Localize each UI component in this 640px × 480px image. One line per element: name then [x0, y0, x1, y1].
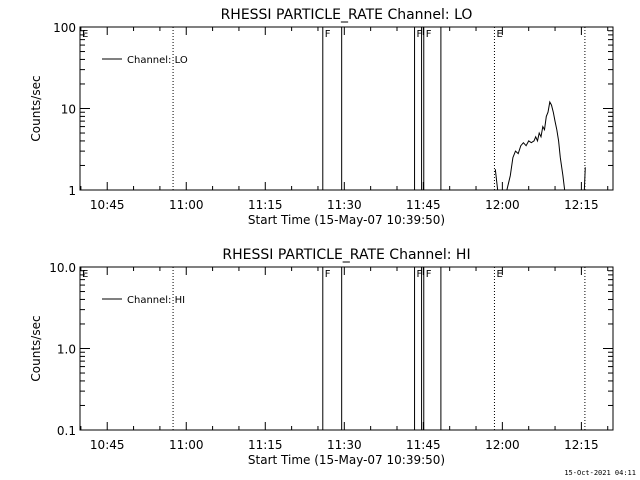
- x-axis-label: Start Time (15-May-07 10:39:50): [248, 453, 445, 467]
- x-tick-label: 11:45: [406, 198, 441, 212]
- event-label: F: [426, 269, 432, 280]
- x-tick-label: 10:45: [90, 438, 125, 452]
- event-label: E: [82, 29, 88, 40]
- x-tick-label: 11:00: [169, 198, 204, 212]
- panel-hi: RHESSI PARTICLE_RATE Channel: HI 0.1 1.0 10…: [29, 247, 614, 467]
- legend-label: Channel: HI: [127, 295, 185, 306]
- x-tick-label: 11:30: [327, 438, 362, 452]
- y-tick-label: 100: [53, 21, 76, 35]
- x-tick-label: 12:00: [485, 198, 520, 212]
- y-axis-label: Counts/sec: [29, 315, 43, 381]
- generation-timestamp: 15-Oct-2021 04:11: [564, 469, 636, 477]
- x-tick-label: 12:15: [564, 438, 599, 452]
- y-tick-label: 10.0: [49, 261, 76, 275]
- event-label: F: [417, 29, 423, 40]
- y-axis-label: Counts/sec: [29, 75, 43, 141]
- x-tick-label: 11:30: [327, 198, 362, 212]
- event-label: F: [426, 29, 432, 40]
- panel-lo: RHESSI PARTICLE_RATE Channel: LO 1 10 100 10…: [29, 7, 614, 227]
- event-label: F: [417, 269, 423, 280]
- x-tick-label: 12:15: [564, 198, 599, 212]
- x-tick-label: 10:45: [90, 198, 125, 212]
- y-tick-label: 10: [61, 103, 76, 117]
- event-label: E: [82, 269, 88, 280]
- series-line: [583, 167, 586, 190]
- event-label: E: [496, 29, 502, 40]
- x-tick-label: 11:45: [406, 438, 441, 452]
- x-axis-label: Start Time (15-May-07 10:39:50): [248, 213, 445, 227]
- legend-label: Channel: LO: [127, 55, 188, 66]
- chart-title: RHESSI PARTICLE_RATE Channel: LO: [221, 7, 473, 23]
- y-tick-label: 1.0: [57, 343, 76, 357]
- event-label: E: [496, 269, 502, 280]
- x-tick-label: 11:15: [248, 198, 283, 212]
- chart-title: RHESSI PARTICLE_RATE Channel: HI: [222, 247, 470, 263]
- x-tick-label: 11:15: [248, 438, 283, 452]
- y-tick-label: 1: [68, 184, 76, 198]
- plot-frame: [79, 266, 614, 431]
- x-tick-label: 11:00: [169, 438, 204, 452]
- series-line: [494, 100, 566, 190]
- y-tick-label: 0.1: [57, 424, 76, 438]
- x-tick-label: 12:00: [485, 438, 520, 452]
- event-label: F: [325, 269, 331, 280]
- event-label: F: [325, 29, 331, 40]
- plot-frame: [79, 26, 614, 191]
